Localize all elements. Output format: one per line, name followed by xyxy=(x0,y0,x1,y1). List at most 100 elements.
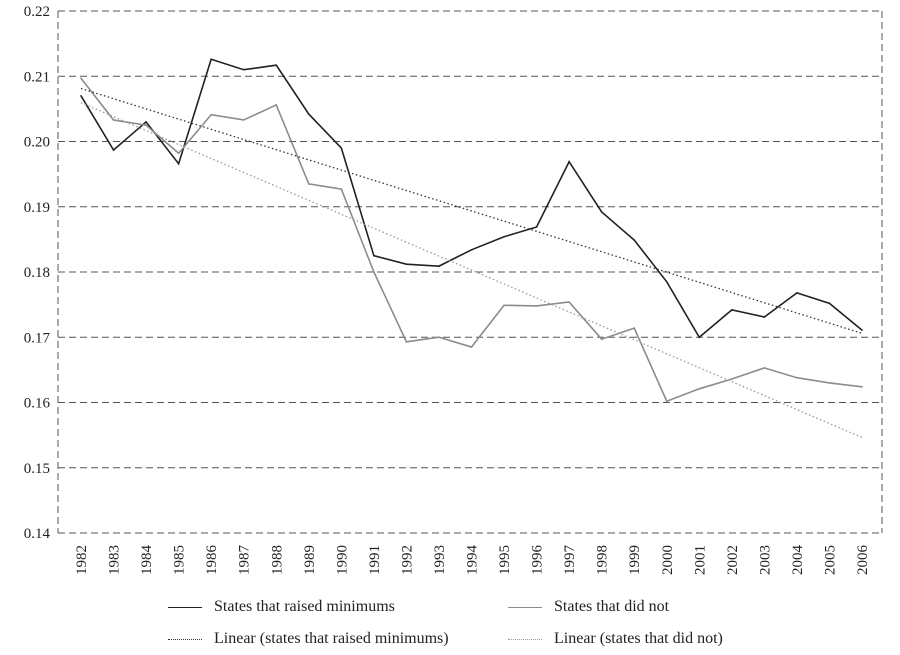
series-line-1 xyxy=(80,77,863,403)
y-tick-label: 0.16 xyxy=(24,396,51,412)
x-tick-label: 1987 xyxy=(237,545,253,576)
data-point xyxy=(503,304,505,307)
data-point xyxy=(177,152,180,155)
x-tick-label: 1984 xyxy=(139,545,155,576)
data-point xyxy=(145,121,147,123)
data-point xyxy=(503,235,505,238)
x-tick-label: 2003 xyxy=(757,545,773,575)
data-point xyxy=(568,160,570,163)
x-tick-label: 1997 xyxy=(562,545,578,576)
x-tick-label: 1999 xyxy=(627,545,643,575)
data-point xyxy=(828,382,831,384)
data-point xyxy=(731,378,733,380)
x-tick-label: 1991 xyxy=(367,545,383,575)
y-tick-label: 0.19 xyxy=(24,200,50,216)
x-tick-label: 2000 xyxy=(660,545,676,575)
y-tick-label: 0.15 xyxy=(24,461,50,477)
data-point xyxy=(405,263,408,265)
series-line-0 xyxy=(80,58,863,339)
y-tick-label: 0.18 xyxy=(24,265,50,281)
data-point xyxy=(405,341,408,343)
x-tick-label: 2005 xyxy=(822,545,838,575)
data-point xyxy=(242,119,245,121)
data-point xyxy=(340,147,343,149)
legend-item-linear-raised: Linear (states that raised minimums) xyxy=(168,630,449,648)
y-tick-label: 0.22 xyxy=(24,4,50,20)
data-point xyxy=(600,338,603,341)
data-point xyxy=(861,386,863,388)
data-point xyxy=(828,302,831,305)
data-point xyxy=(763,316,766,318)
data-point xyxy=(438,265,440,267)
legend-swatch-raised xyxy=(168,606,202,608)
y-tick-label: 0.20 xyxy=(24,135,50,151)
x-tick-label: 1993 xyxy=(432,545,448,575)
x-tick-label: 1985 xyxy=(172,545,188,575)
data-point xyxy=(470,346,473,348)
data-point xyxy=(763,367,766,369)
legend-item-did-not: States that did not xyxy=(508,598,669,616)
x-tick-label: 1983 xyxy=(107,545,123,575)
x-tick-label: 1994 xyxy=(465,545,481,576)
x-tick-label: 1990 xyxy=(334,545,350,575)
data-point xyxy=(438,336,440,339)
x-tick-label: 1998 xyxy=(595,545,611,575)
data-point xyxy=(665,400,668,402)
data-point xyxy=(796,292,798,294)
data-point xyxy=(861,329,863,331)
data-point xyxy=(340,188,343,190)
data-point xyxy=(568,301,570,303)
data-point xyxy=(698,336,701,339)
legend-swatch-did-not xyxy=(508,606,542,608)
x-tick-label: 2006 xyxy=(855,545,871,576)
data-point xyxy=(731,309,733,311)
data-point xyxy=(373,271,375,273)
data-point xyxy=(210,58,212,61)
x-tick-label: 1986 xyxy=(204,545,220,576)
data-point xyxy=(80,95,82,97)
data-point xyxy=(177,162,180,165)
y-tick-label: 0.21 xyxy=(24,69,50,85)
data-point xyxy=(80,77,82,80)
data-point xyxy=(535,226,538,228)
legend-label-raised: States that raised minimums xyxy=(214,598,395,615)
data-point xyxy=(600,211,603,213)
x-tick-label: 2002 xyxy=(725,545,741,575)
x-tick-label: 1992 xyxy=(399,545,415,575)
line-chart: 0.14 0.15 0.16 0.17 0.18 0.19 0.20 0.21 0.22 1982… xyxy=(24,4,883,576)
x-tick-label: 2001 xyxy=(692,545,708,575)
data-point xyxy=(145,124,147,126)
trendline-2 xyxy=(80,87,863,334)
legend-swatch-linear-did-not xyxy=(508,638,542,640)
y-tick-label: 0.17 xyxy=(24,330,51,346)
data-point xyxy=(210,113,212,116)
data-point xyxy=(275,64,278,66)
data-point xyxy=(665,280,668,283)
x-tick-label: 1989 xyxy=(302,545,318,575)
data-point xyxy=(470,249,473,251)
x-tick-label: 1988 xyxy=(269,545,285,575)
data-point xyxy=(275,104,278,106)
x-tick-label: 2004 xyxy=(790,545,806,576)
data-point xyxy=(796,376,798,379)
data-point xyxy=(307,183,310,185)
x-tick-label: 1982 xyxy=(74,545,90,575)
legend-label-did-not: States that did not xyxy=(554,598,670,615)
data-point xyxy=(633,239,636,241)
legend-item-linear-did-not: Linear (states that did not) xyxy=(508,630,723,648)
legend-label-linear-raised: Linear (states that raised minimums) xyxy=(214,630,449,647)
data-point xyxy=(373,254,375,257)
trendline-3 xyxy=(80,102,863,439)
y-tick-label: 0.14 xyxy=(24,526,51,542)
data-point xyxy=(242,68,245,71)
data-point xyxy=(535,305,538,307)
legend-item-raised: States that raised minimums xyxy=(168,598,395,616)
data-point xyxy=(307,113,310,115)
data-point xyxy=(112,119,115,121)
data-point xyxy=(633,327,636,329)
x-tick-label: 1996 xyxy=(530,545,546,576)
x-tick-label: 1995 xyxy=(497,545,513,575)
legend-label-linear-did-not: Linear (states that did not) xyxy=(554,630,723,647)
data-point xyxy=(698,387,701,390)
legend-swatch-linear-raised xyxy=(168,638,202,640)
